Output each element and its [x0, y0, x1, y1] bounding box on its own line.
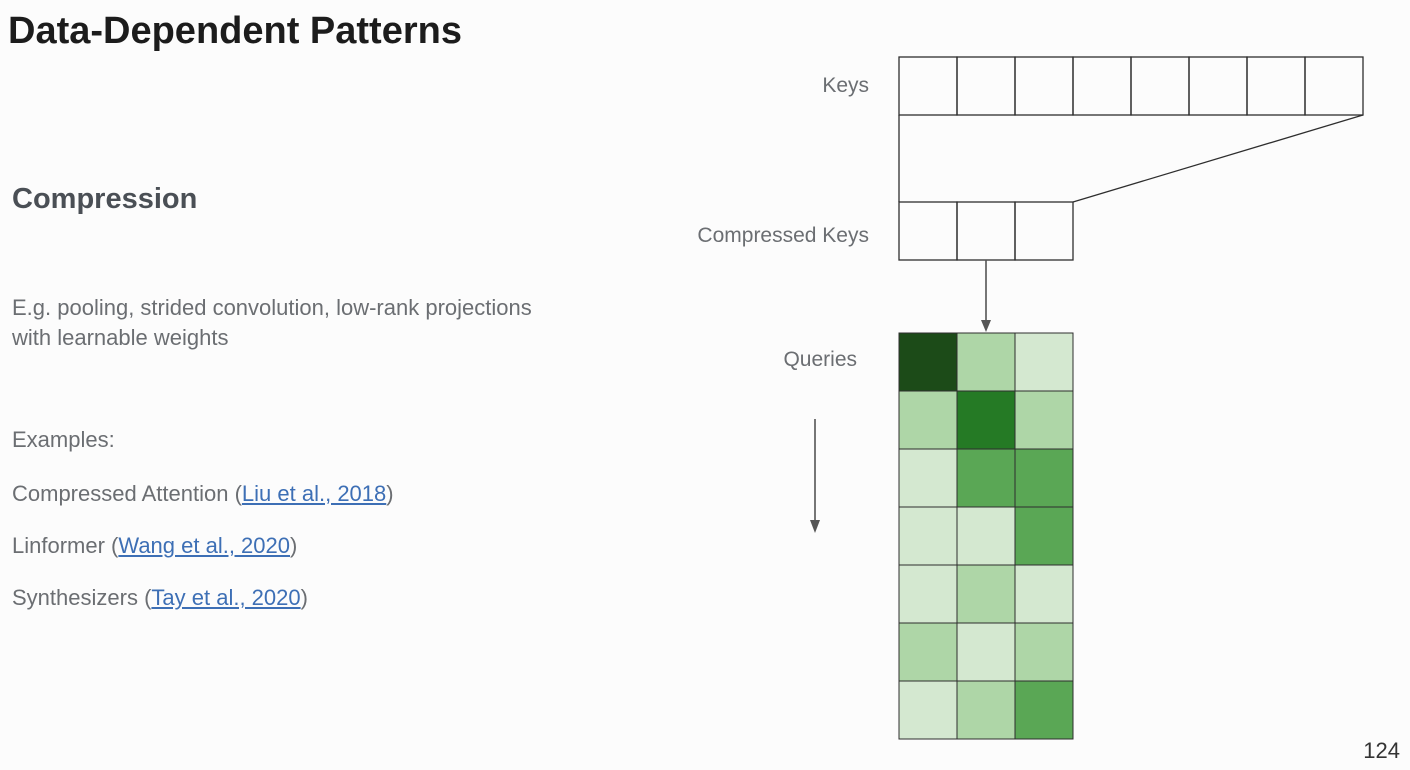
projection-lines: [898, 114, 1364, 203]
attention-cell: [1014, 448, 1074, 508]
attention-cell: [1014, 390, 1074, 450]
attention-cell: [956, 680, 1016, 740]
key-cell: [956, 56, 1016, 116]
attention-cell: [898, 680, 958, 740]
queries-label: Queries: [783, 348, 857, 371]
attention-cell: [1014, 564, 1074, 624]
keys-row: [898, 56, 1364, 116]
reference-link-wang-2020[interactable]: Wang et al., 2020: [118, 533, 291, 558]
reference-link-tay-2020[interactable]: Tay et al., 2020: [151, 585, 301, 610]
section-heading: Compression: [12, 183, 198, 215]
arrow-head-icon: [810, 520, 820, 533]
attention-cell: [956, 506, 1016, 566]
compressed-key-cell: [956, 201, 1016, 261]
attention-cell: [956, 564, 1016, 624]
attention-cell: [1014, 622, 1074, 682]
reference-item: Synthesizers (Tay et al., 2020): [12, 585, 308, 610]
key-cell: [1072, 56, 1132, 116]
slide-title: Data-Dependent Patterns: [8, 10, 462, 52]
attention-cell: [898, 564, 958, 624]
attention-cell: [956, 332, 1016, 392]
reference-item: Compressed Attention (Liu et al., 2018): [12, 481, 394, 506]
attention-cell: [956, 448, 1016, 508]
reference-name: Linformer: [12, 533, 105, 558]
compressed-key-cell: [1014, 201, 1074, 261]
arrow-head-icon: [981, 320, 991, 332]
compressed-key-cell: [898, 201, 958, 261]
compressed-keys-label: Compressed Keys: [697, 224, 869, 247]
key-cell: [1014, 56, 1074, 116]
attention-cell: [956, 390, 1016, 450]
attention-matrix: [898, 332, 1074, 740]
projection-line-right: [1072, 114, 1364, 203]
reference-name: Compressed Attention: [12, 481, 229, 506]
reference-item: Linformer (Wang et al., 2020): [12, 533, 298, 558]
attention-cell: [1014, 506, 1074, 566]
compressed-keys-row: [898, 201, 1074, 261]
key-cell: [1188, 56, 1248, 116]
arrows: [810, 260, 991, 533]
attention-cell: [1014, 680, 1074, 740]
reference-link-liu-2018[interactable]: Liu et al., 2018: [241, 481, 387, 506]
attention-cell: [956, 622, 1016, 682]
key-cell: [1130, 56, 1190, 116]
keys-label: Keys: [822, 74, 869, 97]
attention-cell: [1014, 332, 1074, 392]
attention-cell: [898, 448, 958, 508]
page-number: 124: [1363, 738, 1400, 763]
attention-cell: [898, 332, 958, 392]
reference-name: Synthesizers: [12, 585, 138, 610]
attention-cell: [898, 506, 958, 566]
reference-list: Compressed Attention (Liu et al., 2018) …: [12, 479, 394, 635]
examples-label: Examples:: [12, 427, 115, 452]
attention-cell: [898, 622, 958, 682]
key-cell: [898, 56, 958, 116]
description-text: E.g. pooling, strided convolution, low-r…: [12, 295, 532, 350]
key-cell: [1246, 56, 1306, 116]
key-cell: [1304, 56, 1364, 116]
attention-cell: [898, 390, 958, 450]
